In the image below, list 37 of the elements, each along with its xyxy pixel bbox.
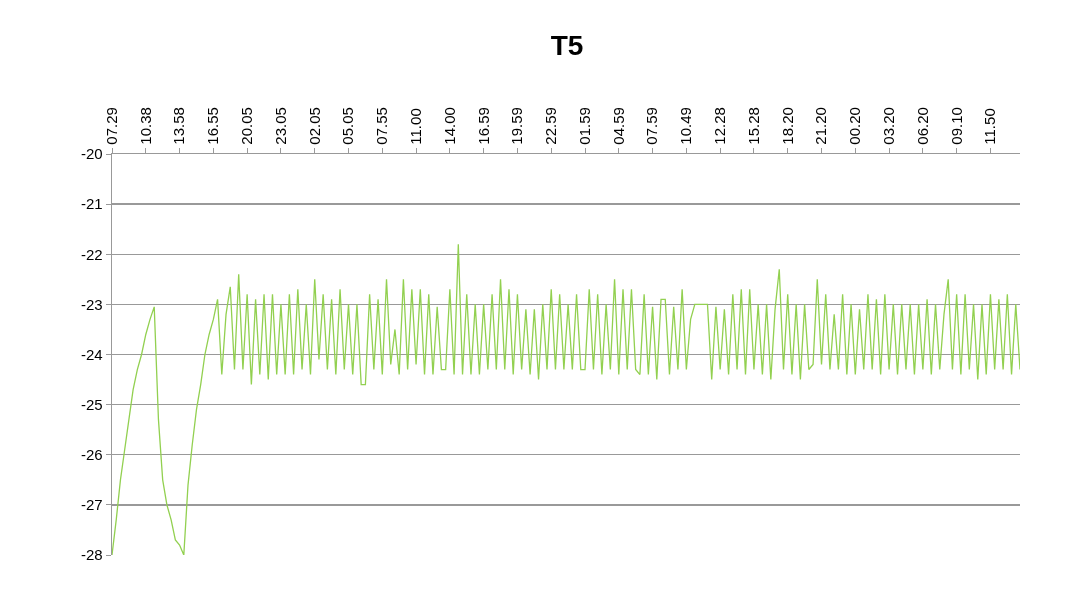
y-tick-label: -23 [81,295,103,313]
x-tick-label: 07.59 [643,107,661,145]
y-tick-label: -22 [81,245,103,263]
x-tick-label: 21.20 [812,107,830,145]
x-tick-label: 12.28 [711,107,729,145]
x-tick-label: 04.59 [609,107,627,145]
y-tick-label: -25 [81,395,103,413]
x-tick-label: 13.58 [170,107,188,145]
x-tick-label: 11.00 [406,108,424,145]
x-tick-label: 15.28 [744,107,762,145]
y-tick-label: -21 [81,195,103,213]
x-tick-label: 00.20 [846,107,864,145]
x-tick-label: 19.59 [508,107,526,145]
x-tick-label: 07.29 [102,107,120,145]
y-tick-label: -24 [81,345,103,363]
x-tick-label: 05.05 [339,107,357,145]
y-tick-label: -20 [81,145,103,163]
x-tick-label: 06.20 [913,107,931,145]
chart-title: T5 [550,29,584,61]
x-tick-label: 09.10 [947,107,965,145]
x-tick-label: 22.59 [542,107,560,145]
x-tick-label: 16.55 [204,107,222,145]
y-tick-label: -27 [81,496,103,514]
x-tick-label: 16.59 [474,107,492,145]
x-tick-label: 20.05 [238,107,256,145]
x-tick-label: 11.50 [981,108,999,145]
x-tick-label: 02.05 [305,107,323,145]
x-tick-label: 23.05 [271,107,289,145]
x-tick-label: 07.55 [373,107,391,145]
x-tick-label: 18.20 [778,107,796,145]
x-tick-label: 14.00 [440,107,458,145]
x-tick-label: 01.59 [575,107,593,145]
x-tick-label: 10.49 [677,107,695,145]
y-tick-label: -28 [81,546,103,564]
x-tick-label: 03.20 [879,107,897,145]
x-tick-label: 10.38 [136,107,154,145]
y-tick-label: -26 [81,446,103,463]
